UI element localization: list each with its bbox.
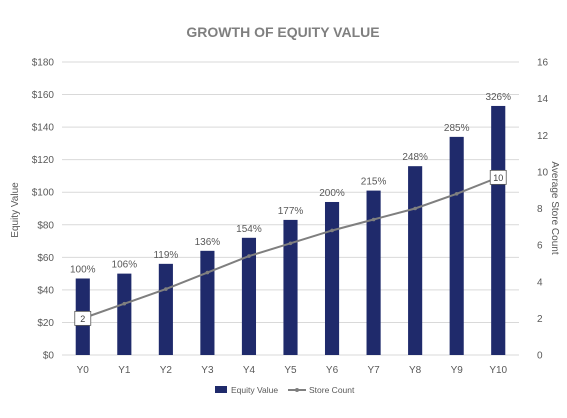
bar-data-label: 136% xyxy=(195,237,221,248)
equity-bar xyxy=(158,263,173,355)
y2-tick-label: 0 xyxy=(537,351,543,362)
equity-bar xyxy=(491,105,506,355)
x-tick-label: Y6 xyxy=(326,365,339,376)
x-tick-label: Y8 xyxy=(409,365,422,376)
y-tick-label: $160 xyxy=(32,90,55,101)
bar-data-label: 119% xyxy=(153,250,178,261)
y-tick-label: $140 xyxy=(32,123,55,134)
chart-title: GROWTH OF EQUITY VALUE xyxy=(186,24,379,40)
legend: Equity Value Store Count xyxy=(215,385,355,395)
y-tick-label: $120 xyxy=(32,155,55,166)
store-count-marker xyxy=(454,192,459,196)
y2-tick-label: 4 xyxy=(537,277,543,288)
x-tick-label: Y4 xyxy=(243,365,256,376)
legend-label-equity: Equity Value xyxy=(231,385,278,395)
store-count-marker xyxy=(371,217,376,222)
y-tick-label: $60 xyxy=(37,253,54,264)
y-tick-label: $100 xyxy=(32,188,55,199)
bar-data-label: 215% xyxy=(361,177,387,188)
y-axis-label: Equity Value xyxy=(10,182,21,238)
bar-data-labels: 100% 106% 119% 136% 154% 177% 200% 215% 248% 285%… xyxy=(70,92,511,276)
y-tick-label: $40 xyxy=(37,285,54,296)
store-count-label-box xyxy=(74,310,92,326)
equity-bar xyxy=(283,219,298,355)
store-count-marker xyxy=(205,270,210,275)
store-count-label-box xyxy=(489,169,507,185)
store-count-marker xyxy=(247,254,251,258)
equity-bar xyxy=(200,250,215,355)
store-count-marker xyxy=(288,241,293,246)
bar-data-label: 248% xyxy=(402,152,428,163)
x-tick-label: Y1 xyxy=(118,365,131,376)
store-count-marker xyxy=(164,287,168,291)
y-tick-label: $0 xyxy=(43,351,55,362)
store-count-marker xyxy=(330,228,334,233)
store-count-marker xyxy=(413,206,417,211)
store-count-line: 2 10 xyxy=(74,169,507,326)
equity-bar xyxy=(324,201,340,355)
store-count-label: 2 xyxy=(80,314,85,324)
y2-axis-label: Average Store Count xyxy=(549,161,560,254)
store-count-label: 10 xyxy=(493,173,503,183)
bar-data-label: 200% xyxy=(319,188,345,199)
y2-tick-label: 6 xyxy=(537,241,543,252)
legend-label-store: Store Count xyxy=(309,385,355,395)
y-tick-label: $180 xyxy=(32,58,55,69)
bar-data-label: 326% xyxy=(485,92,511,103)
x-tick-label: Y7 xyxy=(367,365,380,376)
legend-marker-store xyxy=(295,388,299,392)
y2-tick-label: 14 xyxy=(537,94,549,105)
bar-data-label: 100% xyxy=(70,264,96,275)
left-axis-ticks: $0 $20 $40 $60 $80 $100 $120 $140 $160 $180 xyxy=(32,58,55,362)
bar-data-label: 106% xyxy=(112,260,138,271)
x-tick-label: Y2 xyxy=(160,365,173,376)
store-count-marker xyxy=(122,301,127,306)
x-tick-label: Y5 xyxy=(284,365,297,376)
x-tick-label: Y9 xyxy=(451,365,464,376)
x-axis-ticks: Y0 Y1 Y2 Y3 Y4 Y5 Y6 Y7 Y8 Y9 Y10 xyxy=(77,365,508,376)
equity-bar xyxy=(366,190,381,355)
right-axis-ticks: 0 2 4 6 8 10 12 14 16 xyxy=(537,58,549,362)
equity-bar xyxy=(241,237,257,355)
x-tick-label: Y10 xyxy=(489,365,507,376)
y2-tick-label: 16 xyxy=(537,58,549,69)
bar-data-label: 177% xyxy=(278,206,304,217)
y-tick-label: $20 xyxy=(37,318,54,329)
y2-tick-label: 12 xyxy=(537,131,549,142)
legend-swatch-equity xyxy=(215,386,227,393)
equity-bar xyxy=(408,166,423,355)
equity-bars xyxy=(75,105,506,355)
equity-bar xyxy=(449,136,464,355)
y2-tick-label: 8 xyxy=(537,204,543,215)
y2-tick-label: 10 xyxy=(537,167,549,178)
y2-tick-label: 2 xyxy=(537,314,543,325)
x-tick-label: Y0 xyxy=(77,365,90,376)
equity-bar xyxy=(117,273,132,355)
y-tick-label: $80 xyxy=(37,220,54,231)
bar-data-label: 285% xyxy=(444,123,470,134)
x-tick-label: Y3 xyxy=(201,365,214,376)
bar-data-label: 154% xyxy=(236,224,262,235)
